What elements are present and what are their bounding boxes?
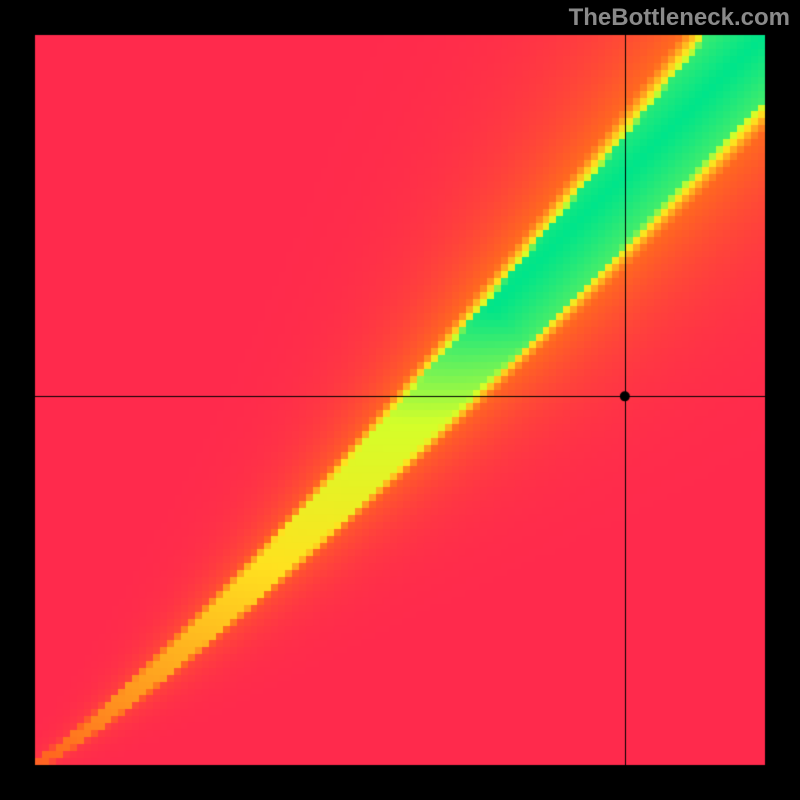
chart-container: TheBottleneck.com [0, 0, 800, 800]
bottleneck-heatmap [0, 0, 800, 800]
watermark-text: TheBottleneck.com [569, 4, 790, 32]
